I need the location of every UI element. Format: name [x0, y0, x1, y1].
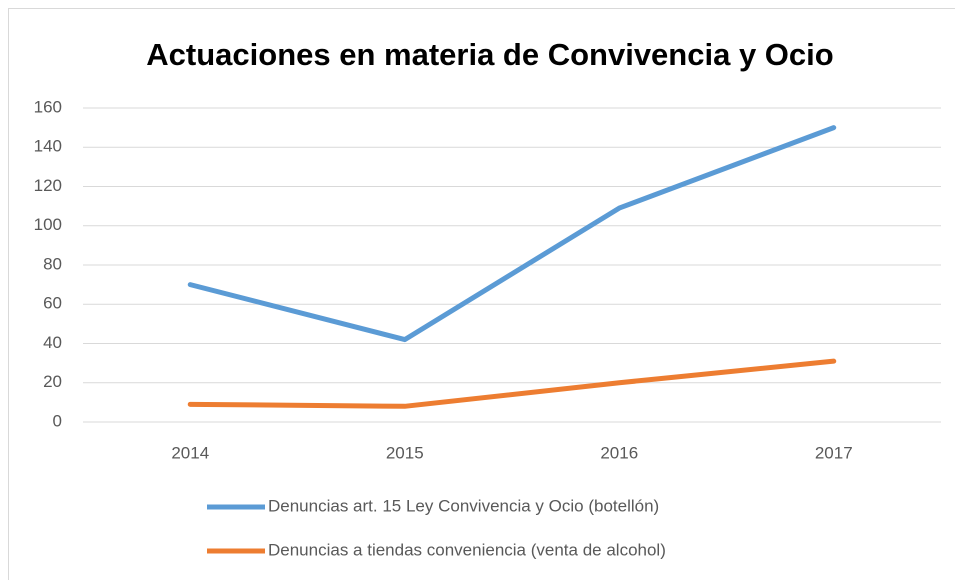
y-tick-label: 120 [34, 176, 62, 195]
x-tick-label: 2015 [386, 443, 424, 462]
y-tick-label: 20 [43, 372, 62, 391]
y-tick-label: 0 [53, 411, 62, 430]
legend-label: Denuncias a tiendas conveniencia (venta … [268, 540, 666, 559]
y-tick-label: 160 [34, 97, 62, 116]
legend-label: Denuncias art. 15 Ley Convivencia y Ocio… [268, 496, 659, 515]
x-tick-label: 2014 [171, 443, 209, 462]
y-tick-label: 40 [43, 333, 62, 352]
data-line [187, 125, 837, 343]
y-tick-label: 60 [43, 294, 62, 313]
x-tick-label: 2016 [600, 443, 638, 462]
x-tick-label: 2017 [815, 443, 853, 462]
y-tick-label: 80 [43, 254, 62, 273]
data-line [187, 358, 837, 409]
y-tick-label: 100 [34, 215, 62, 234]
chart-title: Actuaciones en materia de Convivencia y … [146, 37, 833, 72]
y-tick-label: 140 [34, 137, 62, 156]
